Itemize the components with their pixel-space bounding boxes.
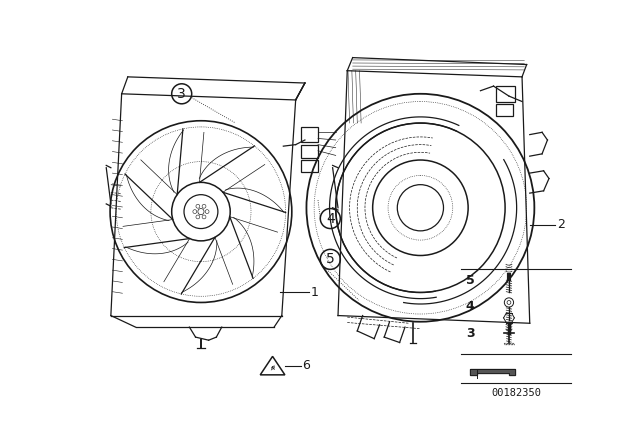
Text: 1: 1	[311, 286, 319, 299]
Text: 3: 3	[466, 327, 474, 340]
Text: R: R	[270, 366, 275, 371]
Bar	[496, 104, 513, 116]
Bar	[301, 145, 318, 159]
Bar	[496, 86, 515, 102]
Text: 3: 3	[177, 87, 186, 101]
Text: 6: 6	[303, 359, 310, 372]
Text: 4: 4	[466, 300, 475, 313]
Text: 2: 2	[557, 218, 565, 231]
Text: 5: 5	[326, 252, 335, 267]
Text: 00182350: 00182350	[492, 388, 541, 397]
Bar	[301, 160, 318, 172]
Text: 5: 5	[466, 275, 475, 288]
Bar	[301, 127, 318, 142]
Polygon shape	[470, 370, 515, 375]
Text: ⚡: ⚡	[269, 363, 275, 372]
Text: 4: 4	[326, 211, 335, 225]
